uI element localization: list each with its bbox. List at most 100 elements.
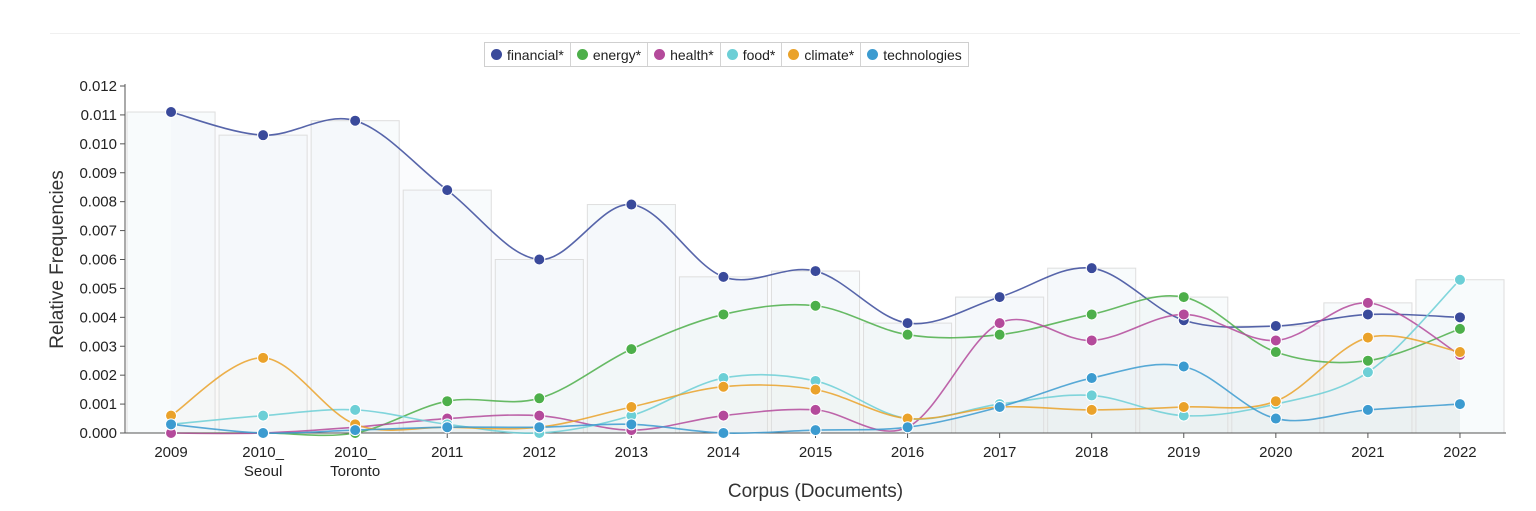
legend-label: financial* — [507, 46, 564, 63]
background-bar — [678, 276, 768, 434]
legend-item[interactable]: financial* — [485, 43, 571, 66]
data-point-financial[interactable] — [717, 270, 730, 283]
legend-item[interactable]: climate* — [782, 43, 862, 66]
data-point-climate[interactable] — [717, 380, 730, 393]
background-bar — [126, 111, 216, 434]
y-tick-label: 0.007 — [79, 223, 117, 240]
data-point-technologies[interactable] — [1269, 412, 1282, 425]
legend-item[interactable]: technologies — [861, 43, 968, 66]
legend-swatch-icon — [654, 49, 666, 60]
data-point-energy[interactable] — [1269, 346, 1282, 359]
data-point-climate[interactable] — [625, 400, 638, 413]
legend-swatch-icon — [726, 49, 738, 60]
data-point-energy[interactable] — [625, 343, 638, 356]
data-point-climate[interactable] — [1453, 346, 1466, 359]
data-point-food[interactable] — [1453, 273, 1466, 286]
data-point-health[interactable] — [809, 403, 822, 416]
data-point-financial[interactable] — [349, 114, 362, 127]
data-point-health[interactable] — [1177, 308, 1190, 321]
data-point-financial[interactable] — [625, 198, 638, 211]
data-point-technologies[interactable] — [1453, 398, 1466, 411]
data-point-technologies[interactable] — [993, 400, 1006, 413]
data-point-climate[interactable] — [1269, 395, 1282, 408]
data-point-financial[interactable] — [901, 317, 914, 330]
data-point-technologies[interactable] — [717, 427, 730, 439]
y-tick-label: 0.009 — [79, 165, 117, 182]
y-tick-label: 0.012 — [79, 78, 117, 95]
data-point-health[interactable] — [1085, 334, 1098, 347]
x-axis: 2009 2010_ Seoul 2010_ Toronto 2011 2012 2013 20… — [125, 432, 1506, 480]
x-axis-title: Corpus (Documents) — [728, 481, 903, 502]
data-point-health[interactable] — [1361, 296, 1374, 309]
data-point-financial[interactable] — [1269, 320, 1282, 333]
data-point-energy[interactable] — [1453, 322, 1466, 335]
data-point-financial[interactable] — [809, 265, 822, 278]
data-point-food[interactable] — [257, 409, 270, 422]
data-point-technologies[interactable] — [257, 427, 270, 439]
data-point-technologies[interactable] — [533, 421, 546, 434]
data-point-technologies[interactable] — [625, 418, 638, 431]
x-tick-label: 2018 — [1075, 444, 1108, 461]
legend-label: health* — [670, 46, 714, 63]
data-point-energy[interactable] — [993, 328, 1006, 341]
data-point-financial[interactable] — [1453, 311, 1466, 324]
x-tick-label-line2: Seoul — [244, 463, 282, 480]
data-point-health[interactable] — [1269, 334, 1282, 347]
data-point-health[interactable] — [993, 317, 1006, 330]
data-point-energy[interactable] — [901, 328, 914, 341]
legend-label: food* — [742, 46, 776, 63]
legend-item[interactable]: energy* — [571, 43, 649, 66]
legend-swatch-icon — [576, 49, 588, 60]
data-point-climate[interactable] — [1085, 403, 1098, 416]
legend-swatch-icon — [491, 49, 502, 60]
data-point-energy[interactable] — [1085, 308, 1098, 321]
data-point-technologies[interactable] — [349, 424, 362, 437]
background-bar — [402, 189, 492, 434]
data-point-climate[interactable] — [1361, 331, 1374, 344]
data-point-financial[interactable] — [533, 253, 546, 266]
data-point-energy[interactable] — [533, 392, 546, 405]
data-point-health[interactable] — [533, 409, 546, 422]
legend-item[interactable]: health* — [648, 43, 721, 66]
data-point-technologies[interactable] — [441, 421, 454, 434]
x-tick-label: 2015 — [799, 444, 832, 461]
data-point-financial[interactable] — [441, 184, 454, 197]
x-tick-label: 2012 — [523, 444, 556, 461]
data-point-food[interactable] — [1085, 389, 1098, 402]
data-point-energy[interactable] — [717, 308, 730, 321]
data-point-financial[interactable] — [1085, 262, 1098, 275]
data-point-financial[interactable] — [993, 291, 1006, 304]
background-bar — [218, 134, 308, 434]
data-point-food[interactable] — [349, 403, 362, 416]
top-divider — [50, 33, 1520, 34]
data-point-financial[interactable] — [165, 106, 178, 119]
data-point-climate[interactable] — [1177, 400, 1190, 413]
legend-label: technologies — [883, 46, 962, 63]
data-point-food[interactable] — [1361, 366, 1374, 379]
y-tick-label: 0.000 — [79, 425, 117, 442]
data-point-financial[interactable] — [257, 129, 270, 142]
legend-item[interactable]: food* — [721, 43, 783, 66]
data-point-energy[interactable] — [441, 395, 454, 408]
data-point-technologies[interactable] — [901, 421, 914, 434]
data-point-financial[interactable] — [1361, 308, 1374, 321]
legend: financial* energy* health* food* climate* tec… — [484, 42, 969, 67]
background-bar — [586, 204, 676, 434]
data-point-health[interactable] — [717, 409, 730, 422]
data-point-energy[interactable] — [1361, 354, 1374, 367]
data-point-technologies[interactable] — [1177, 360, 1190, 373]
data-point-technologies[interactable] — [809, 424, 822, 437]
y-tick-label: 0.001 — [79, 396, 117, 413]
data-point-climate[interactable] — [257, 351, 270, 364]
x-tick-label: 2021 — [1351, 444, 1384, 461]
data-point-energy[interactable] — [1177, 291, 1190, 304]
series-line-health — [171, 302, 1461, 435]
data-point-energy[interactable] — [809, 299, 822, 312]
data-point-technologies[interactable] — [1361, 403, 1374, 416]
data-point-climate[interactable] — [809, 383, 822, 396]
x-tick-label: 2020 — [1259, 444, 1292, 461]
data-point-technologies[interactable] — [165, 418, 178, 431]
y-tick-label: 0.008 — [79, 194, 117, 211]
data-point-technologies[interactable] — [1085, 372, 1098, 385]
